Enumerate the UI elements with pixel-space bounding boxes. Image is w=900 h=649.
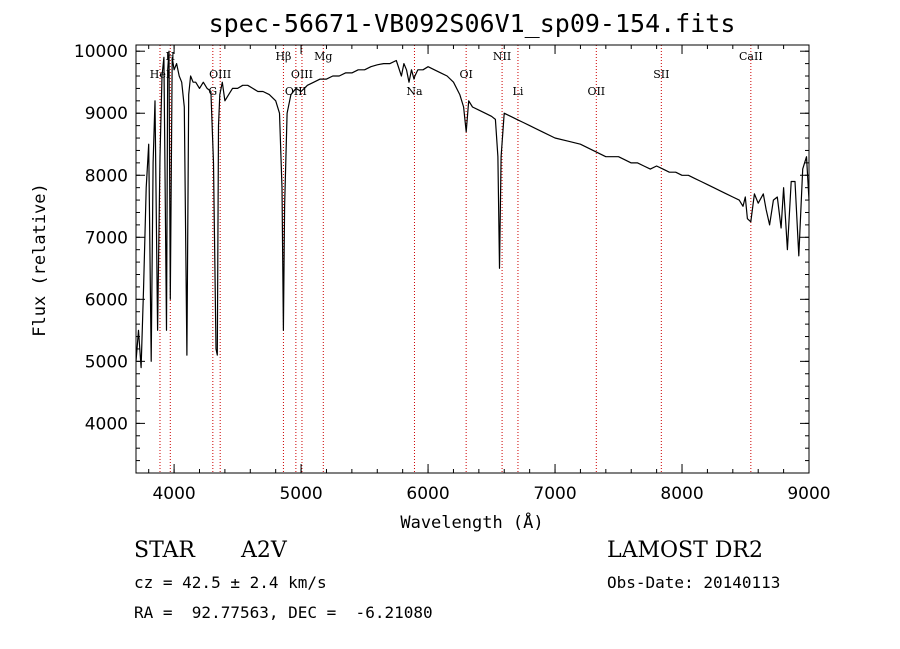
y-tick-label: 7000	[85, 228, 128, 248]
y-tick-label: 9000	[85, 104, 128, 124]
spectrum-series	[135, 50, 810, 369]
y-axis: 4000 5000 6000 7000 8000 9000 10000	[74, 42, 809, 462]
y-tick-label: 10000	[74, 42, 128, 62]
spectral-line-label: Na	[406, 85, 423, 98]
spectral-line-label: OIII	[209, 68, 231, 81]
obs-date-text: Obs-Date: 20140113	[607, 573, 781, 592]
x-tick-label: 4000	[152, 484, 195, 504]
spectrum-line	[135, 50, 810, 369]
survey-name: LAMOST DR2	[607, 538, 763, 563]
spectral-line-label: G	[208, 85, 217, 98]
spectral-line-label: Mg	[314, 50, 332, 63]
radec-text: RA = 92.77563, DEC = -6.21080	[134, 603, 433, 622]
spectral-line-label: H	[165, 50, 175, 63]
x-axis: 4000 5000 6000 7000 8000 9000	[148, 45, 831, 504]
spectral-line-label: Hβ	[275, 50, 291, 63]
object-subclass: A2V	[241, 538, 287, 563]
spectral-line-label: OI	[459, 68, 472, 81]
y-axis-label: Flux (relative)	[30, 183, 50, 337]
y-tick-label: 6000	[85, 290, 128, 310]
x-tick-label: 5000	[279, 484, 322, 504]
y-tick-label: 8000	[85, 166, 128, 186]
x-axis-label: Wavelength (Å)	[400, 511, 543, 533]
spectral-line-label: CaII	[739, 50, 763, 63]
chart-title: spec-56671-VB092S06V1_sp09-154.fits	[209, 9, 736, 38]
spectral-line-label: HeI	[150, 68, 170, 81]
redshift-text: cz = 42.5 ± 2.4 km/s	[134, 573, 327, 592]
spectral-line-label: OII	[587, 85, 605, 98]
spectral-line-label: OIII	[285, 85, 307, 98]
spectral-line-label: NII	[493, 50, 511, 63]
spectral-line-label: SII	[653, 68, 669, 81]
plot-frame	[135, 44, 810, 474]
spectral-line-label: OIII	[291, 68, 313, 81]
object-class: STAR	[134, 538, 195, 563]
x-tick-label: 8000	[660, 484, 703, 504]
spectral-line-label: Li	[513, 85, 524, 98]
x-tick-label: 7000	[533, 484, 576, 504]
y-tick-label: 4000	[85, 414, 128, 434]
x-tick-label: 9000	[787, 484, 830, 504]
x-tick-label: 6000	[406, 484, 449, 504]
y-tick-label: 5000	[85, 352, 128, 372]
